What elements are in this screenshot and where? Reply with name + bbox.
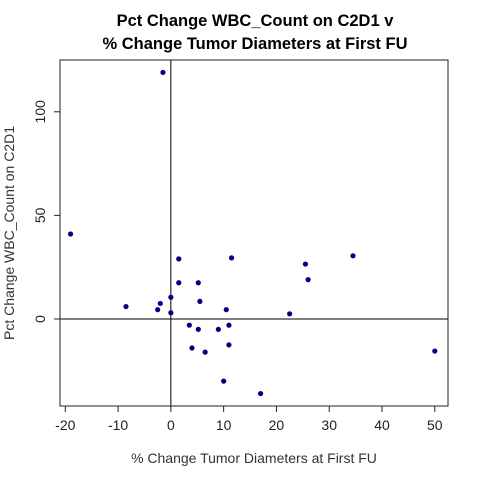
- data-point: [195, 280, 201, 286]
- x-tick-label: 40: [374, 417, 390, 433]
- x-tick-label: 50: [427, 417, 443, 433]
- data-point: [350, 253, 356, 259]
- chart-title-line-2: % Change Tumor Diameters at First FU: [102, 35, 407, 53]
- x-axis: -20 -10 0 10 20 30 40 50: [55, 406, 443, 433]
- data-point: [257, 390, 264, 397]
- y-tick-label: 100: [32, 100, 48, 124]
- data-point: [176, 256, 182, 262]
- x-tick-label: -20: [55, 417, 75, 433]
- data-point: [168, 294, 174, 300]
- data-point: [226, 322, 232, 328]
- data-point: [67, 231, 74, 237]
- data-point: [155, 307, 161, 313]
- data-point: [302, 261, 309, 267]
- data-point: [305, 277, 311, 283]
- data-point: [157, 300, 163, 307]
- data-point: [160, 69, 166, 76]
- data-point: [223, 307, 229, 313]
- x-tick-label: 20: [269, 417, 285, 433]
- data-point: [189, 345, 195, 351]
- data-point: [228, 255, 235, 261]
- data-point: [287, 311, 293, 317]
- data-point: [186, 322, 192, 328]
- data-point: [197, 298, 203, 304]
- x-tick-label: 10: [216, 417, 232, 433]
- chart-title-line-1: Pct Change WBC_Count on C2D1 v: [117, 12, 395, 30]
- data-point: [195, 326, 201, 332]
- data-point: [168, 310, 174, 316]
- y-tick-label: 50: [32, 207, 48, 223]
- x-tick-label: 0: [167, 417, 175, 433]
- x-tick-label: 30: [321, 417, 337, 433]
- data-point: [221, 378, 227, 384]
- data-point: [202, 349, 208, 355]
- data-points: [67, 69, 438, 397]
- y-axis-label: Pct Change WBC_Count on C2D1: [1, 126, 17, 340]
- x-tick-label: -10: [108, 417, 128, 433]
- y-tick-label: 0: [32, 315, 48, 323]
- data-point: [123, 303, 129, 310]
- data-point: [226, 342, 232, 348]
- reference-lines: [60, 60, 448, 406]
- data-point: [432, 348, 438, 354]
- x-axis-label: % Change Tumor Diameters at First FU: [131, 450, 377, 466]
- plot-frame: [59, 59, 449, 407]
- data-point: [176, 280, 182, 286]
- y-axis: 0 50 100: [32, 100, 60, 323]
- data-point: [215, 326, 221, 332]
